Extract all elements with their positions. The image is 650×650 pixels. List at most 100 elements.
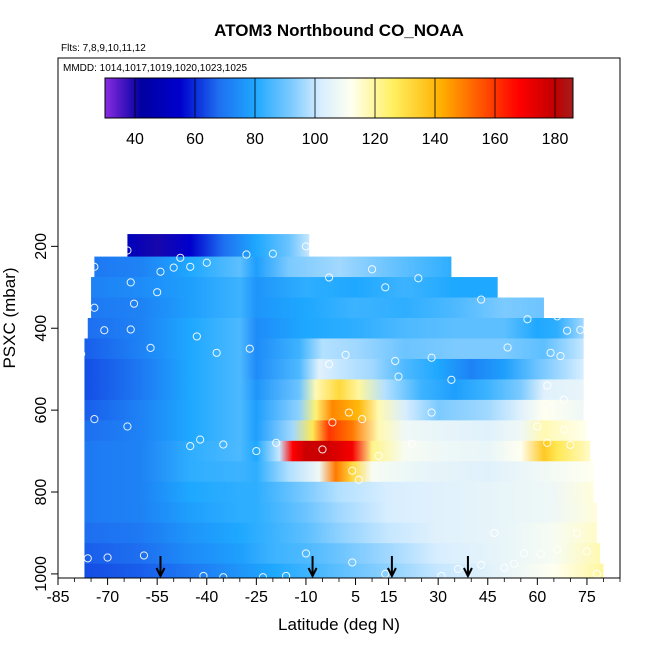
flight-arrow [307, 556, 318, 579]
x-tick-label: -70 [96, 589, 119, 606]
flights-note: Flts: 7,8,9,10,11,12 [61, 43, 146, 54]
sample-point [367, 265, 377, 274]
sample-point [103, 553, 112, 562]
sample-point [553, 312, 562, 321]
flight-arrow [463, 556, 473, 579]
colorbar-tick-label: 180 [542, 131, 569, 148]
sample-point [186, 442, 195, 451]
heatmap-band [84, 338, 584, 360]
sample-point [268, 249, 277, 258]
heatmap-band [84, 461, 594, 483]
colorbar-gradient [104, 77, 574, 119]
heatmap-band [84, 379, 584, 401]
colorbar-tick-label: 100 [302, 131, 329, 148]
colorbar-tick-label: 60 [186, 131, 204, 148]
sample-point [500, 563, 509, 572]
sample-point [90, 262, 99, 271]
sample-point [453, 564, 463, 574]
sample-point [477, 295, 486, 304]
sample-point [146, 343, 155, 352]
sample-point [196, 435, 205, 444]
sample-point [219, 440, 228, 449]
sample-point [77, 349, 86, 359]
sample-point [153, 288, 162, 297]
y-axis: 200 400 600 800 1000 [33, 233, 58, 592]
x-tick-label: 5 [351, 589, 360, 606]
x-tick-label: 60 [528, 589, 546, 606]
sample-point [391, 356, 400, 366]
heatmap-band [84, 543, 601, 565]
sample-point [520, 549, 529, 558]
heatmap-band [84, 358, 584, 380]
sample-point [559, 395, 568, 404]
sample-point [344, 408, 354, 417]
heatmap-band [84, 481, 594, 503]
y-axis-label: PSXC (mbar) [0, 267, 19, 368]
y-tick-label: 1000 [33, 556, 50, 592]
sample-point [123, 422, 132, 431]
heatmap-band [84, 502, 597, 524]
sample-point [126, 325, 135, 334]
sample-point [414, 274, 423, 283]
x-axis: -85 -70 -55 -40 -25 -10 5 15 30 45 60 75 [46, 578, 621, 606]
x-tick-label: -55 [146, 589, 169, 606]
heatmap-band [127, 234, 310, 258]
colorbar-tick-label: 120 [362, 131, 389, 148]
sample-point [192, 332, 201, 341]
sample-point [348, 466, 357, 475]
sample-point [447, 375, 456, 384]
x-tick-label: 30 [429, 589, 447, 606]
sample-point [282, 571, 291, 581]
sample-point [576, 325, 585, 334]
sample-point [543, 381, 552, 390]
sample-point [341, 350, 350, 359]
sample-point [245, 344, 254, 353]
sample-point [510, 559, 519, 568]
y-tick-label: 600 [33, 397, 50, 424]
colorbar-tick-label: 80 [246, 131, 264, 148]
sample-point [477, 560, 486, 569]
sample-point [546, 403, 555, 412]
sample-point [83, 554, 92, 563]
sample-point [301, 549, 311, 558]
colorbar-tick-label: 40 [126, 131, 144, 148]
sample-point [381, 283, 390, 292]
sample-point [582, 547, 592, 556]
sample-point [176, 253, 185, 262]
sample-point [318, 445, 327, 454]
sample-point [533, 422, 542, 431]
sample-point [427, 353, 436, 362]
sample-point [546, 348, 555, 357]
x-tick-label: -10 [294, 589, 317, 606]
sample-point [129, 299, 139, 308]
x-tick-label: -40 [195, 589, 218, 606]
heatmap-band [84, 420, 587, 442]
sample-point [467, 260, 476, 269]
flight-arrow [155, 556, 166, 579]
x-tick-label: 45 [479, 589, 497, 606]
sample-point [169, 263, 178, 272]
sample-point [566, 440, 575, 450]
sample-point [490, 528, 499, 538]
x-tick-label: 75 [578, 589, 596, 606]
heatmap-field [84, 234, 604, 579]
colorbar: 40 60 80 100 120 140 160 180 [104, 77, 574, 148]
x-tick-label: 15 [380, 589, 398, 606]
sample-point [394, 372, 403, 381]
sample-point [301, 242, 311, 251]
flight-arrow [386, 556, 397, 579]
sample-point [272, 438, 281, 447]
sample-point [100, 326, 109, 335]
colorbar-tick-label: 160 [482, 131, 509, 148]
sample-point [427, 408, 436, 417]
sample-point [199, 571, 208, 581]
sample-point [212, 348, 221, 357]
sample-point [556, 351, 565, 361]
sample-point [328, 418, 337, 427]
sample-point [563, 326, 572, 335]
sample-point [523, 315, 532, 324]
sample-point [358, 415, 367, 424]
sample-point [324, 360, 334, 369]
x-tick-label: -85 [46, 589, 69, 606]
